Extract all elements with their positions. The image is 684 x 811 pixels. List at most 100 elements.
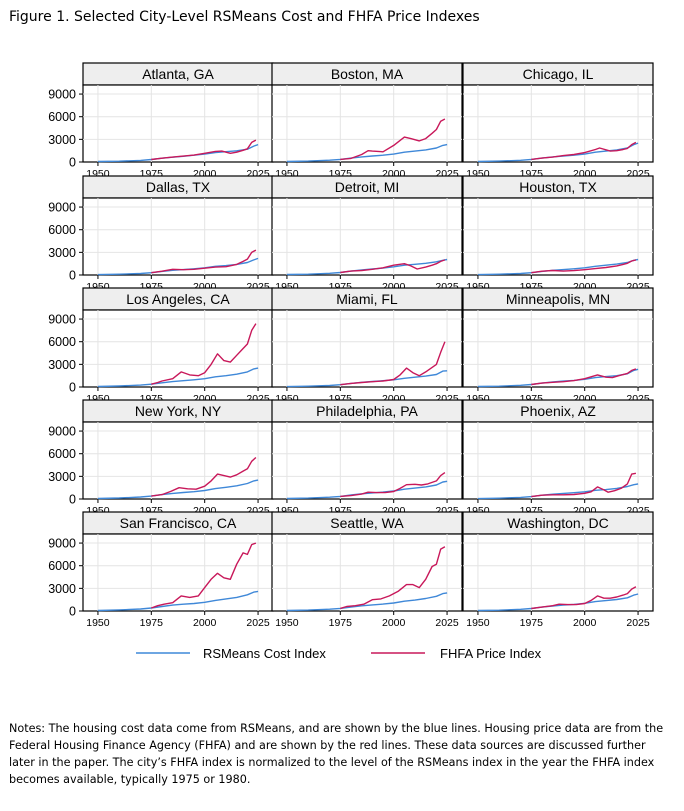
x-tick-label: 2000 — [573, 617, 597, 629]
plot-frame — [82, 421, 274, 500]
rsmeans-line — [97, 590, 259, 612]
y-tick-label: 6000 — [48, 223, 76, 237]
panel-title: Los Angeles, CA — [126, 291, 230, 307]
figure-notes: Notes: The housing cost data come from R… — [9, 722, 664, 786]
panel-title: Philadelphia, PA — [316, 403, 418, 419]
rsmeans-line — [286, 592, 448, 612]
y-tick-label: 0 — [69, 605, 76, 619]
panel-title: Houston, TX — [519, 179, 597, 195]
y-tick-label: 0 — [69, 493, 76, 507]
plot-frame — [271, 197, 463, 276]
y-tick-label: 9000 — [48, 313, 76, 327]
x-tick-label: 1975 — [329, 617, 353, 629]
rsmeans-line — [97, 479, 259, 500]
plot-frame — [271, 533, 463, 612]
fhfa-line — [531, 586, 637, 610]
y-tick-label: 3000 — [48, 470, 76, 484]
plot-frame — [82, 309, 274, 388]
y-tick-label: 6000 — [48, 335, 76, 349]
panel-title: Phoenix, AZ — [520, 403, 596, 419]
fhfa-line — [151, 456, 257, 497]
y-tick-label: 0 — [69, 269, 76, 283]
y-tick-label: 0 — [69, 381, 76, 395]
rsmeans-line — [477, 258, 639, 276]
x-tick-label: 2025 — [626, 617, 650, 629]
y-tick-label: 6000 — [48, 110, 76, 124]
y-tick-label: 3000 — [48, 246, 76, 260]
fhfa-line — [340, 118, 446, 161]
panel-title: Boston, MA — [331, 66, 404, 82]
legend: RSMeans Cost Index FHFA Price Index — [136, 646, 542, 661]
fhfa-line — [531, 472, 637, 498]
fhfa-line — [151, 542, 257, 609]
panel-title: Chicago, IL — [523, 66, 594, 82]
panel-san-francisco-ca: San Francisco, CA 1950 1975 2000 2025 0 3000 60… — [48, 511, 274, 629]
panel-title: Detroit, MI — [335, 179, 400, 195]
plot-frame — [82, 84, 274, 163]
plot-frame — [462, 197, 654, 276]
y-tick-label: 0 — [69, 156, 76, 170]
plot-frame — [271, 309, 463, 388]
chart-grid: Atlanta, GA 1950 1975 2000 2025 0 3000 6000 9000… — [48, 62, 654, 661]
y-tick-label: 3000 — [48, 358, 76, 372]
fhfa-line — [340, 341, 446, 386]
rsmeans-line — [97, 367, 259, 388]
y-tick-label: 9000 — [48, 201, 76, 215]
rsmeans-line — [286, 143, 448, 163]
y-tick-label: 3000 — [48, 582, 76, 596]
panel-title: Atlanta, GA — [142, 66, 214, 82]
fhfa-line — [531, 141, 637, 161]
y-tick-label: 9000 — [48, 537, 76, 551]
x-tick-label: 1975 — [140, 617, 164, 629]
x-tick-label: 1975 — [520, 617, 544, 629]
fhfa-line — [340, 259, 446, 274]
plot-frame — [271, 421, 463, 500]
fhfa-line — [531, 259, 637, 274]
y-tick-label: 3000 — [48, 133, 76, 147]
y-tick-label: 9000 — [48, 88, 76, 102]
panel-title: New York, NY — [135, 403, 222, 419]
legend-fhfa-label: FHFA Price Index — [440, 646, 542, 661]
panel-title: Dallas, TX — [146, 179, 211, 195]
panel-title: San Francisco, CA — [120, 515, 237, 531]
fhfa-line — [531, 368, 637, 386]
fhfa-line — [340, 472, 446, 498]
plot-frame — [82, 533, 274, 612]
y-tick-label: 9000 — [48, 425, 76, 439]
fhfa-line — [151, 249, 257, 274]
panel-title: Washington, DC — [507, 515, 608, 531]
x-tick-label: 2000 — [193, 617, 217, 629]
plot-frame — [462, 309, 654, 388]
panel-seattle-wa: Seattle, WA 1950 1975 2000 2025 — [271, 511, 463, 629]
x-tick-label: 1950 — [86, 617, 110, 629]
x-tick-label: 1950 — [275, 617, 299, 629]
legend-rsmeans-label: RSMeans Cost Index — [203, 646, 326, 661]
fhfa-line — [151, 323, 257, 385]
fhfa-line — [340, 546, 446, 610]
x-tick-label: 2025 — [435, 617, 459, 629]
x-tick-label: 2025 — [246, 617, 270, 629]
x-tick-label: 1950 — [466, 617, 490, 629]
y-tick-label: 6000 — [48, 447, 76, 461]
plot-frame — [462, 533, 654, 612]
plot-frame — [462, 84, 654, 163]
plot-frame — [271, 84, 463, 163]
x-tick-label: 2000 — [382, 617, 406, 629]
panel-title: Seattle, WA — [330, 515, 404, 531]
figure-title: Figure 1. Selected City-Level RSMeans Co… — [9, 9, 480, 25]
panel-washington-dc: Washington, DC 1950 1975 2000 2025 — [462, 511, 654, 629]
panel-title: Minneapolis, MN — [506, 291, 610, 307]
y-tick-label: 6000 — [48, 559, 76, 573]
